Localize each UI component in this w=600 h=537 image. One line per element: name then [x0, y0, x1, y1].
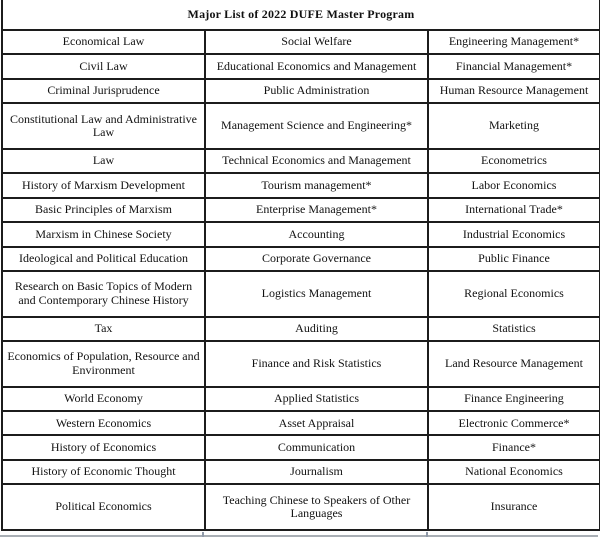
table-cell: History of Economic Thought [1, 458, 206, 486]
table-cell: Public Finance [427, 245, 600, 272]
table-cell: Corporate Governance [204, 245, 429, 272]
table-cell: Teaching Chinese to Speakers of Other La… [204, 483, 429, 531]
table-cell: Accounting [204, 221, 429, 248]
table-cell: Human Resource Management [427, 77, 600, 105]
table-row: World Economy Applied Statistics Finance E… [1, 385, 600, 413]
table-cell: History of Marxism Development [1, 172, 206, 199]
table-cell: Tax [1, 315, 206, 342]
table-cell: Enterprise Management* [204, 196, 429, 224]
table-row: Western Economics Asset Appraisal Electron… [1, 410, 600, 437]
table-cell: Engineering Management* [427, 28, 600, 56]
table-row: Basic Principles of Marxism Enterprise Ma… [1, 196, 600, 224]
table-row: Civil Law Educational Economics and Manag… [1, 53, 600, 80]
table-cell: Industrial Economics [427, 221, 600, 248]
table-cell: Labor Economics [427, 172, 600, 199]
table-row: Political Economics Teaching Chinese to S… [1, 483, 600, 531]
table-cell: World Economy [1, 385, 206, 413]
table-row: Criminal Jurisprudence Public Administrat… [1, 77, 600, 105]
table-cell: Econometrics [427, 147, 600, 175]
table-cell: Civil Law [1, 53, 206, 80]
table-cell: Constitutional Law and Administrative La… [1, 102, 206, 150]
table-row: Marxism in Chinese Society Accounting Indu… [1, 221, 600, 248]
column-divider-tick [426, 532, 428, 537]
table-cell: Marketing [427, 102, 600, 150]
column-divider-tick [202, 532, 204, 537]
table-row: Economics of Population, Resource and En… [1, 339, 600, 388]
table-cell: International Trade* [427, 196, 600, 224]
table-cell: Auditing [204, 315, 429, 342]
title-row: Major List of 2022 DUFE Master Program [1, 0, 600, 31]
table-row: Research on Basic Topics of Modern and C… [1, 269, 600, 318]
table-row: Tax Auditing Statistics [1, 315, 600, 342]
page-title: Major List of 2022 DUFE Master Program [1, 0, 600, 31]
table-row: Ideological and Political Education Corpo… [1, 245, 600, 272]
table-cell: Tourism management* [204, 172, 429, 199]
table-row: History of Economic Thought Journalism Nat… [1, 458, 600, 486]
table-cell: Finance* [427, 434, 600, 461]
table-row: Law Technical Economics and Management Eco… [1, 147, 600, 175]
table-cell: Journalism [204, 458, 429, 486]
table-cell: Electronic Commerce* [427, 410, 600, 437]
table-cell: Educational Economics and Management [204, 53, 429, 80]
table-cell: Research on Basic Topics of Modern and C… [1, 269, 206, 318]
table-cell: History of Economics [1, 434, 206, 461]
table-cell: Insurance [427, 483, 600, 531]
table-cell: Ideological and Political Education [1, 245, 206, 272]
table-row: Constitutional Law and Administrative La… [1, 102, 600, 150]
table-cell: Regional Economics [427, 269, 600, 318]
table-cell: Economics of Population, Resource and En… [1, 339, 206, 388]
table-row: History of Marxism Development Tourism ma… [1, 172, 600, 199]
table-cell: Marxism in Chinese Society [1, 221, 206, 248]
table-cell: Social Welfare [204, 28, 429, 56]
table-cell: Western Economics [1, 410, 206, 437]
table-cell: Finance and Risk Statistics [204, 339, 429, 388]
table-cell: Management Science and Engineering* [204, 102, 429, 150]
table-cell: Criminal Jurisprudence [1, 77, 206, 105]
table-row: Economical Law Social Welfare Engineering … [1, 28, 600, 56]
table-cell: Land Resource Management [427, 339, 600, 388]
table-cell: Logistics Management [204, 269, 429, 318]
table-cell: Political Economics [1, 483, 206, 531]
table-cell: Applied Statistics [204, 385, 429, 413]
table-cell: Basic Principles of Marxism [1, 196, 206, 224]
table-cell: Economical Law [1, 28, 206, 56]
table-cell: Law [1, 147, 206, 175]
table-cell: Finance Engineering [427, 385, 600, 413]
next-table-row-edge [0, 535, 598, 537]
table-cell: Communication [204, 434, 429, 461]
table-cell: Financial Management* [427, 53, 600, 80]
table-cell: Statistics [427, 315, 600, 342]
table-cell: Public Administration [204, 77, 429, 105]
table-cell: Technical Economics and Management [204, 147, 429, 175]
table-row: History of Economics Communication Finance… [1, 434, 600, 461]
table-cell: National Economics [427, 458, 600, 486]
table-cell: Asset Appraisal [204, 410, 429, 437]
